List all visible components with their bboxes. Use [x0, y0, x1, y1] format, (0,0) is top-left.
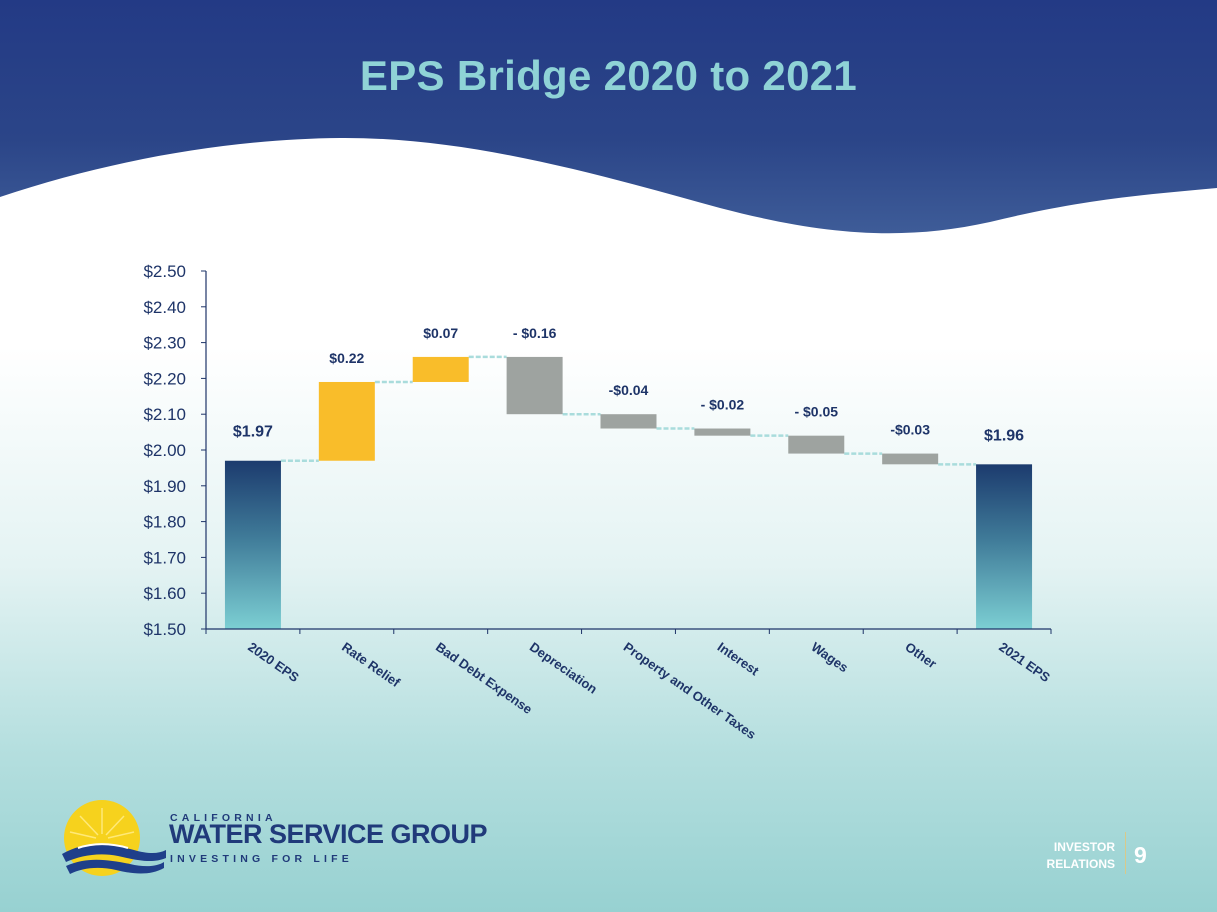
bar-rate-relief	[318, 381, 375, 461]
data-label: $0.22	[329, 350, 364, 366]
y-tick-label: $1.60	[143, 584, 186, 603]
data-label: - $0.02	[701, 397, 745, 413]
bar-wages	[788, 435, 845, 454]
x-category-label: 2020 EPS	[245, 639, 302, 685]
x-category-label: Rate Relief	[339, 639, 403, 690]
y-tick-label: $1.50	[143, 620, 186, 639]
header-wave	[0, 0, 1217, 234]
bar-depreciation	[506, 356, 563, 415]
investor-label-line1: INVESTOR	[1053, 840, 1115, 854]
bar-property-and-other-taxes	[600, 414, 657, 429]
x-category-label: Other	[902, 639, 939, 671]
y-tick-label: $1.70	[143, 548, 186, 567]
y-tick-label: $2.50	[143, 262, 186, 281]
investor-relations-label: INVESTOR RELATIONS	[1047, 839, 1115, 873]
data-label: - $0.16	[513, 325, 557, 341]
x-category-label: Depreciation	[527, 639, 600, 696]
data-label: - $0.05	[794, 404, 838, 420]
investor-label-line2: RELATIONS	[1046, 857, 1115, 871]
logo-text-california: CALIFORNIA	[170, 812, 277, 824]
x-category-label: 2021 EPS	[996, 639, 1053, 685]
y-tick-label: $2.00	[143, 441, 186, 460]
data-label: $1.97	[233, 424, 273, 441]
bar-bad-debt-expense	[412, 356, 469, 382]
slide-title: EPS Bridge 2020 to 2021	[359, 52, 858, 99]
y-tick-label: $2.10	[143, 405, 186, 424]
data-label: -$0.03	[890, 422, 930, 438]
y-tick-label: $2.20	[143, 369, 186, 388]
page-number: 9	[1134, 842, 1147, 868]
company-logo	[62, 800, 166, 876]
y-tick-label: $2.30	[143, 334, 186, 353]
data-label: $1.96	[984, 427, 1024, 444]
x-category-label: Bad Debt Expense	[433, 639, 535, 717]
x-category-label: Wages	[809, 639, 852, 675]
data-label: -$0.04	[609, 382, 649, 398]
logo-text-tagline: INVESTING FOR LIFE	[170, 853, 353, 865]
x-category-label: Interest	[715, 639, 763, 679]
y-tick-label: $1.90	[143, 477, 186, 496]
data-label: $0.07	[423, 325, 458, 341]
y-tick-label: $1.80	[143, 513, 186, 532]
footer-divider	[1125, 832, 1126, 874]
bar-2021-eps	[976, 464, 1033, 629]
bar-interest	[694, 428, 751, 436]
logo-text-company: WATER SERVICE GROUP	[169, 819, 488, 849]
eps-bridge-chart: $1.50 $1.60 $1.70 $1.80 $1.90 $2.00 $2.10 $2.20…	[143, 262, 1053, 742]
bar-2020-eps	[224, 460, 281, 629]
y-tick-label: $2.40	[143, 298, 186, 317]
bar-other	[882, 453, 939, 465]
